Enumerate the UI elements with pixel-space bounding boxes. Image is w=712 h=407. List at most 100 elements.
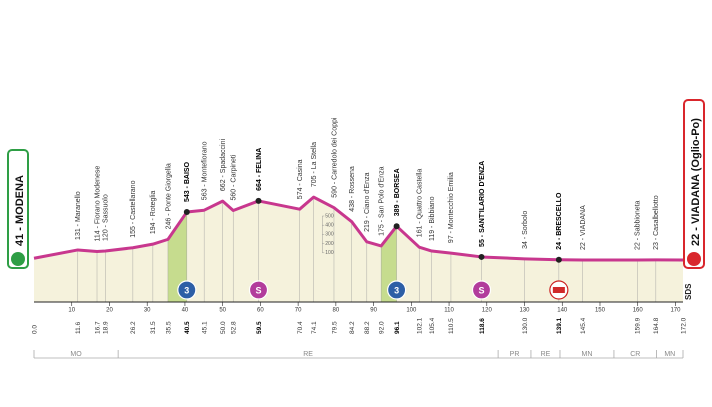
waypoint-label: 161 - Quattro Castella <box>417 169 424 238</box>
km-label: 145.4 <box>580 317 587 334</box>
km-label: 96.1 <box>394 321 401 334</box>
waypoint-label: 23 - Casalbellotto <box>653 195 660 250</box>
y-tick-label: 100 <box>325 250 334 256</box>
profile-dot <box>255 197 262 204</box>
km-label: 172.0 <box>680 317 687 334</box>
waypoint-label: 560 - Carpineti <box>231 154 238 200</box>
waypoint-label: 155 - Castellarano <box>130 180 137 237</box>
region-label: MN <box>664 351 675 358</box>
km-label: 26.2 <box>130 321 137 334</box>
finish-box <box>683 99 705 269</box>
km-label: 0.0 <box>31 325 38 334</box>
km-label: 164.8 <box>653 317 660 334</box>
y-tick-label: 400 <box>325 223 334 229</box>
waypoint-label: 662 - Spadaccini <box>220 139 227 192</box>
waypoint-label: 114 - Fiorano Modenese <box>94 166 101 242</box>
waypoint-label: 438 - Rossena <box>349 166 356 212</box>
x-tick-label: 110 <box>444 308 454 314</box>
waypoint-label: 175 - San Polo d'Enza <box>378 166 385 236</box>
km-label: 159.9 <box>635 317 642 334</box>
marker-label: 3 <box>184 285 189 295</box>
x-tick-label: 120 <box>482 308 493 314</box>
marker-badge <box>552 287 565 293</box>
marker-sprint <box>248 280 269 300</box>
km-label: 50.0 <box>220 321 227 334</box>
km-label: 40.5 <box>184 321 191 334</box>
y-tick-label: 300 <box>325 232 334 238</box>
marker-label: S <box>256 285 262 295</box>
finish-label: 22 - VIADANA (Oglio-Po) <box>690 118 702 246</box>
km-label: 31.5 <box>150 321 157 334</box>
km-label: 84.2 <box>349 321 356 334</box>
waypoint-label: 55 - SANT'ILARIO D'ENZA <box>479 161 486 247</box>
waypoint-label: 22 - Sabbioneta <box>635 200 642 250</box>
waypoint-label: 119 - Bibbiano <box>429 196 436 241</box>
x-tick-label: 90 <box>370 308 377 314</box>
profile-dot <box>478 253 485 260</box>
km-label: 105.4 <box>429 317 436 334</box>
km-label: 45.1 <box>201 321 208 334</box>
waypoint-label: 563 - Montefiorano <box>201 141 208 200</box>
region-label: CR <box>630 351 640 358</box>
x-tick-label: 130 <box>520 308 531 314</box>
waypoint-label: 97 - Montecchio Emilia <box>448 172 455 243</box>
km-label: 139.1 <box>556 317 563 334</box>
waypoint-label: 246 - Ponte Giorgella <box>165 163 172 229</box>
logo: SDS <box>684 283 693 300</box>
y-tick-label: 500 <box>325 213 334 219</box>
waypoint-label: 664 - FELINA <box>256 148 263 191</box>
waypoint-label: 24 - BRESCELLO <box>556 192 563 250</box>
start-box <box>7 149 29 269</box>
waypoint-label: 22 - VIADANA <box>580 205 587 250</box>
start-label: 41 - MODENA <box>14 175 26 246</box>
waypoint-label: 120 - Sassuolo <box>103 194 110 241</box>
waypoint-label: 574 - Casina <box>297 159 304 199</box>
x-tick-label: 70 <box>295 308 302 314</box>
region-label: PR <box>510 351 520 358</box>
waypoint-label: 219 - Ciano d'Enza <box>364 172 371 231</box>
profile-line <box>33 195 684 262</box>
x-tick-label: 160 <box>633 308 644 314</box>
km-label: 59.5 <box>256 321 263 334</box>
km-label: 70.4 <box>297 321 304 334</box>
x-tick-label: 60 <box>257 308 264 314</box>
waypoint-label: 131 - Maranello <box>75 191 82 240</box>
profile-dot <box>555 256 562 263</box>
km-label: 88.2 <box>364 321 371 334</box>
profile-dot <box>393 223 400 230</box>
km-label: 118.6 <box>479 318 486 334</box>
km-label: 102.1 <box>417 317 424 334</box>
x-tick-label: 30 <box>144 308 151 314</box>
waypoint-label: 705 - La Stella <box>311 142 318 187</box>
region-label: MN <box>582 351 593 358</box>
region-label: RE <box>303 351 313 358</box>
x-tick-label: 170 <box>670 308 681 314</box>
km-label: 110.5 <box>448 318 455 334</box>
marker-label: S <box>479 285 485 295</box>
x-tick-label: 150 <box>595 308 606 314</box>
waypoint-label: 389 - BORSEA <box>394 168 401 216</box>
marker-sprint <box>471 280 492 300</box>
profile-dot <box>183 209 190 216</box>
x-tick-label: 40 <box>182 308 189 314</box>
km-label: 18.9 <box>103 321 110 334</box>
x-tick-label: 10 <box>68 308 75 314</box>
x-tick-label: 20 <box>106 308 113 314</box>
y-tick-label: 200 <box>325 241 334 247</box>
region-label: RE <box>541 351 551 358</box>
km-label: 35.5 <box>165 321 172 334</box>
km-label: 130.0 <box>522 317 529 334</box>
x-tick-label: 100 <box>406 308 417 314</box>
km-label: 16.7 <box>94 321 101 334</box>
km-label: 74.1 <box>311 321 318 334</box>
waypoint-label: 590 - Carredolo dei Coppi <box>331 117 338 198</box>
profile-fill <box>34 197 683 302</box>
start-icon <box>11 252 25 266</box>
waypoint-label: 543 - BAISO <box>184 161 191 202</box>
km-label: 52.8 <box>231 321 238 334</box>
region-label: MO <box>70 351 82 358</box>
x-tick-label: 140 <box>557 308 568 314</box>
km-label: 92.0 <box>378 321 385 334</box>
marker-kom <box>387 280 407 300</box>
marker-kom <box>177 280 197 300</box>
